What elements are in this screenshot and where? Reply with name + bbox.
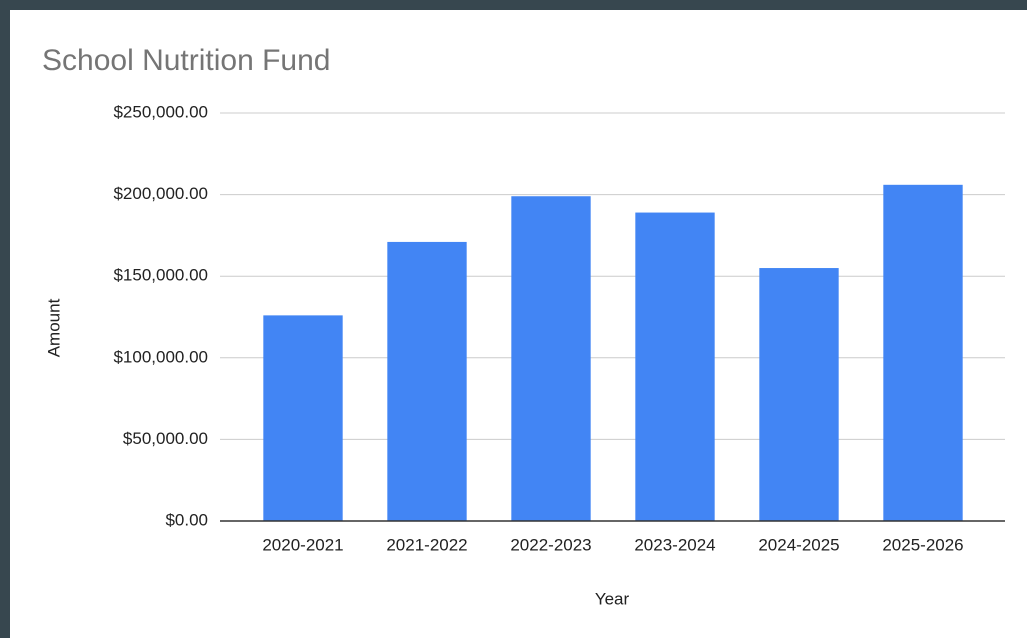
x-tick-label: 2020-2021 <box>262 535 343 554</box>
y-axis-label: Amount <box>44 298 63 357</box>
y-tick-label: $50,000.00 <box>123 429 208 448</box>
y-tick-label: $100,000.00 <box>113 347 208 366</box>
x-tick-label: 2021-2022 <box>386 535 467 554</box>
x-tick-label: 2025-2026 <box>882 535 963 554</box>
x-tick-label: 2024-2025 <box>758 535 839 554</box>
y-tick-label: $0.00 <box>165 510 208 529</box>
y-tick-label: $250,000.00 <box>113 102 208 121</box>
x-tick-label: 2022-2023 <box>510 535 591 554</box>
y-tick-label: $150,000.00 <box>113 266 208 285</box>
x-tick-label: 2023-2024 <box>634 535 715 554</box>
bar <box>759 268 839 521</box>
bar <box>635 212 715 521</box>
y-tick-label: $200,000.00 <box>113 184 208 203</box>
x-axis-label: Year <box>595 589 630 608</box>
chart-title: School Nutrition Fund <box>42 44 331 77</box>
bar <box>387 241 467 522</box>
bar <box>883 184 963 522</box>
bar <box>263 315 343 521</box>
bar <box>511 196 591 521</box>
